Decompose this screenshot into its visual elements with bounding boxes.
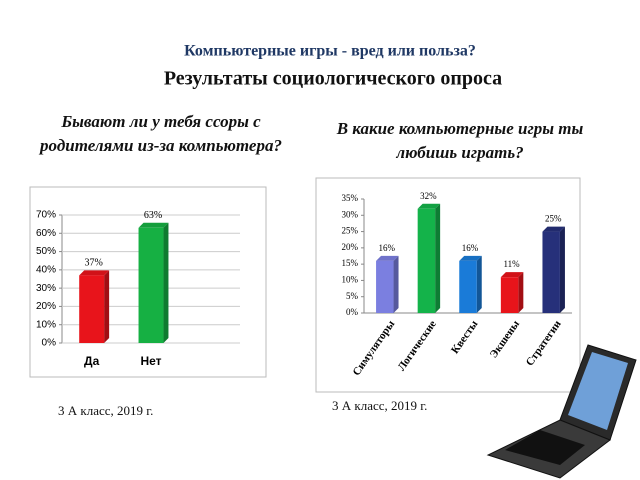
x-tick-label: Нет — [140, 354, 161, 368]
y-tick-label: 35% — [342, 193, 359, 203]
chart-question: Бываю­т ли у тебя ссоры с родителями из-… — [40, 112, 282, 155]
value-label: 37% — [84, 258, 102, 269]
bar-side — [104, 270, 110, 343]
y-tick-label: 25% — [342, 226, 359, 236]
chart-frame — [315, 177, 581, 393]
bar-top — [459, 255, 482, 261]
bar — [500, 277, 519, 313]
y-tick-label: 0% — [346, 307, 359, 317]
laptop-icon — [486, 344, 637, 479]
bar-top — [138, 222, 169, 228]
y-tick-label: 0% — [42, 338, 57, 349]
bar — [138, 227, 164, 343]
value-label: 32% — [420, 191, 437, 201]
y-tick-label: 60% — [36, 228, 56, 239]
bar-side — [435, 203, 441, 313]
y-tick-label: 15% — [342, 258, 359, 268]
y-tick-label: 5% — [346, 291, 359, 301]
chart-question: В какие компьютерные игры ты любишь игра… — [336, 119, 584, 162]
x-tick-label: Да — [84, 354, 100, 368]
bar-top — [79, 270, 110, 276]
bar-top — [542, 226, 565, 232]
bar-side — [393, 255, 399, 313]
bar-side — [163, 222, 169, 343]
chart-note: 3 А класс, 2019 г. — [58, 403, 154, 418]
slide-title: Компьютерные игры - вред или польза? — [184, 43, 476, 60]
bar — [542, 231, 560, 313]
bar-top — [417, 203, 441, 209]
y-tick-label: 20% — [342, 242, 359, 252]
bar-top — [376, 255, 399, 261]
y-tick-label: 30% — [36, 283, 56, 294]
y-tick-label: 10% — [342, 274, 359, 284]
bar-side — [559, 226, 565, 313]
slide-subtitle: Результаты социологического опроса — [164, 68, 502, 90]
value-label: 11% — [504, 259, 521, 269]
value-label: 16% — [462, 243, 479, 253]
bar-side — [476, 255, 482, 313]
chart-note: 3 А класс, 2019 г. — [332, 398, 428, 413]
bar — [376, 260, 394, 313]
bar-side — [518, 272, 524, 313]
y-tick-label: 70% — [36, 210, 56, 221]
y-tick-label: 50% — [36, 246, 56, 257]
value-label: 63% — [144, 210, 162, 221]
value-label: 16% — [379, 243, 396, 253]
y-tick-label: 40% — [36, 264, 56, 275]
value-label: 25% — [545, 214, 562, 224]
bar-top — [500, 272, 524, 278]
bar — [459, 260, 477, 313]
y-tick-label: 10% — [36, 319, 56, 330]
bar — [417, 208, 436, 313]
bar — [79, 275, 105, 343]
y-tick-label: 20% — [36, 301, 56, 312]
y-tick-label: 30% — [342, 209, 359, 219]
